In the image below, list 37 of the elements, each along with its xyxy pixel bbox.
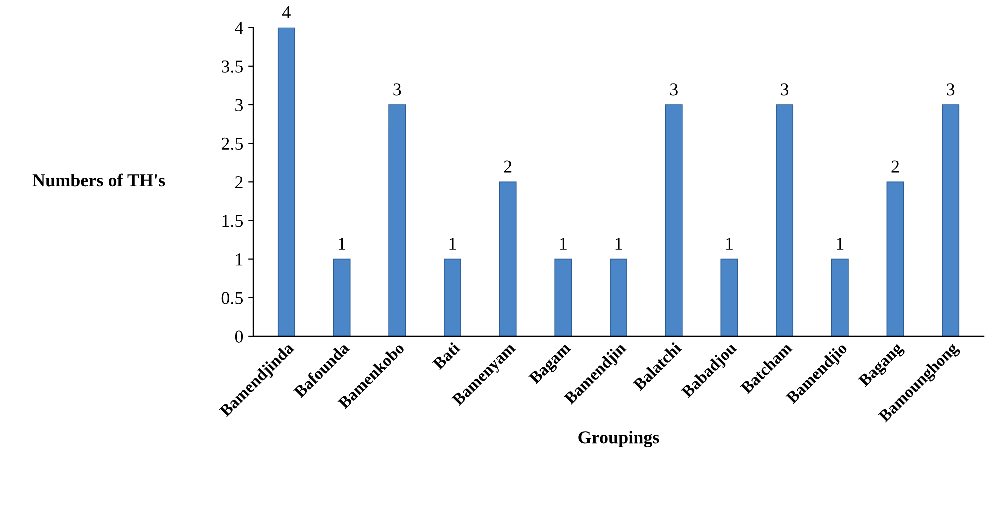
bar	[665, 104, 683, 336]
data-label: 1	[339, 238, 346, 250]
bar	[610, 258, 628, 336]
x-axis-title: Groupings	[578, 431, 660, 448]
bar	[831, 258, 849, 336]
data-label: 3	[947, 84, 955, 96]
y-axis-title: Numbers of TH's	[32, 174, 166, 187]
data-label: 2	[504, 160, 512, 173]
data-label: 1	[726, 238, 733, 250]
bar	[499, 182, 517, 336]
bar	[444, 258, 462, 336]
data-label: 4	[282, 6, 291, 18]
y-tick-label: 2.5	[222, 138, 244, 150]
y-tick-label: 1.5	[222, 215, 244, 228]
y-tick-label: 3	[236, 99, 244, 112]
bar	[776, 104, 794, 336]
data-label: 3	[670, 84, 678, 96]
bar	[333, 258, 351, 336]
y-tick-label: 1	[236, 254, 243, 266]
data-label: 1	[560, 238, 567, 250]
y-tick-label: 3.5	[222, 60, 244, 73]
y-tick-label: 2	[236, 176, 243, 188]
bar	[886, 182, 904, 336]
y-tick-label: 0	[235, 330, 244, 343]
data-label: 3	[781, 84, 789, 96]
bar	[554, 258, 572, 336]
data-label: 1	[450, 238, 456, 250]
bar	[388, 104, 406, 336]
bar	[278, 28, 296, 336]
bar	[942, 104, 960, 336]
data-label: 2	[892, 160, 900, 173]
y-tick-label: 4	[235, 22, 244, 34]
data-label: 1	[837, 238, 844, 250]
bar	[720, 258, 738, 336]
data-label: 3	[394, 84, 402, 96]
data-label: 1	[616, 238, 622, 250]
y-tick-label: 0.5	[222, 292, 244, 304]
